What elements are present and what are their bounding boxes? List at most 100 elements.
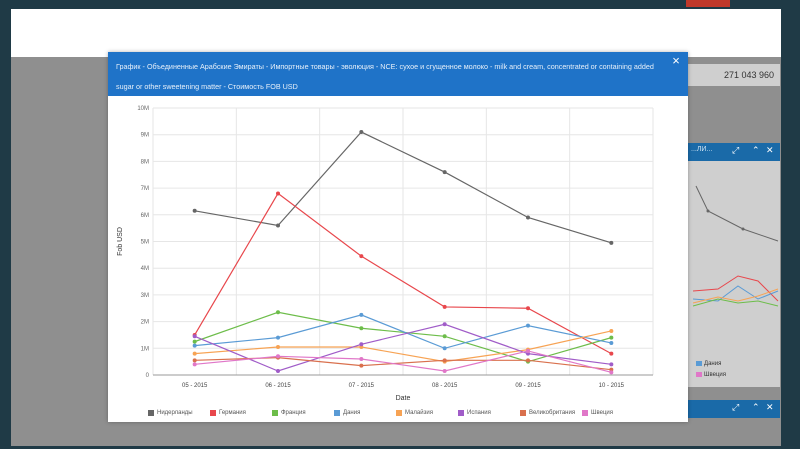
legend-label: Испания <box>467 410 491 416</box>
data-point <box>442 322 447 327</box>
background-widget-header-2: ⤢ ⌃ ✕ <box>688 400 780 418</box>
series-line <box>194 350 612 373</box>
data-point <box>442 304 447 309</box>
data-point <box>192 334 197 339</box>
x-axis-label: Date <box>396 395 411 402</box>
y-tick-label: 2M <box>141 320 149 326</box>
legend-swatch <box>520 410 526 416</box>
data-point <box>609 370 614 375</box>
legend-item[interactable]: Германия <box>210 410 246 417</box>
data-point <box>276 344 280 349</box>
legend-item[interactable]: Дания <box>334 410 360 417</box>
data-point <box>609 240 614 245</box>
series-line <box>194 314 612 349</box>
series-line <box>194 323 612 372</box>
expand-icon[interactable]: ⤢ <box>732 402 740 412</box>
background-total-value: 271 043 960 <box>688 64 780 86</box>
data-point <box>359 130 364 135</box>
data-point <box>526 358 530 363</box>
close-icon[interactable]: × <box>672 53 680 68</box>
legend-swatch <box>210 410 216 416</box>
data-point <box>442 368 447 373</box>
data-point <box>276 223 280 228</box>
data-point <box>442 170 447 175</box>
legend-item[interactable]: Швеция <box>582 410 613 417</box>
background-widget-chart: Дания Швеция <box>688 161 780 387</box>
y-tick-label: 3M <box>141 293 149 299</box>
slide-top-bar <box>0 0 800 8</box>
legend-item[interactable]: Франция <box>272 410 306 417</box>
data-point <box>609 328 614 333</box>
data-point <box>359 363 364 368</box>
data-point <box>526 348 530 353</box>
legend-item[interactable]: Нидерланды <box>148 410 193 417</box>
data-point <box>526 323 530 328</box>
data-point <box>276 191 280 196</box>
data-point <box>276 335 280 340</box>
dialog-header: График - Объединенные Арабские Эмираты -… <box>108 52 688 96</box>
x-tick-label: 08 - 2015 <box>432 383 458 389</box>
legend-swatch <box>272 410 278 416</box>
data-point <box>359 342 364 347</box>
close-icon[interactable]: ✕ <box>766 145 774 155</box>
chart-dialog: График - Объединенные Арабские Эмираты -… <box>108 52 688 422</box>
data-point <box>442 358 447 363</box>
line-chart: 0 1M 2M 3M 4M 5M 6M 7M 8M 9M 10M 05 - 2015 06 - 2015… <box>117 106 654 402</box>
dialog-title: График - Объединенные Арабские Эмираты -… <box>116 62 654 91</box>
close-icon[interactable]: ✕ <box>766 402 774 412</box>
data-point <box>609 340 614 345</box>
legend-label: Швеция <box>591 410 613 416</box>
legend-swatch <box>396 410 402 416</box>
x-tick-label: 05 - 2015 <box>182 383 208 389</box>
data-point <box>276 310 280 315</box>
data-point <box>192 358 197 363</box>
collapse-icon[interactable]: ⌃ <box>752 145 760 155</box>
x-tick-label: 06 - 2015 <box>265 383 291 389</box>
legend-label: Дания <box>343 410 361 416</box>
background-widget-title: ...ЛИ... <box>691 146 713 153</box>
data-point <box>192 351 197 356</box>
series-line <box>194 311 612 363</box>
data-point <box>276 354 280 359</box>
data-point <box>526 306 530 311</box>
legend-swatch <box>148 410 154 416</box>
data-point <box>609 362 614 367</box>
y-tick-label: 8M <box>141 159 149 165</box>
legend-label: Малайзия <box>405 410 433 416</box>
data-point <box>192 362 197 367</box>
data-point <box>359 254 364 259</box>
y-axis-label: Fob USD <box>117 227 124 256</box>
data-point <box>192 339 197 344</box>
data-point <box>276 368 280 373</box>
expand-icon[interactable]: ⤢ <box>732 145 740 155</box>
chart-legend: Нидерланды Германия Франция Дания Малайзия Ис… <box>148 410 668 420</box>
legend-item[interactable]: Великобритания <box>520 410 575 417</box>
legend-label: Великобритания <box>529 410 576 416</box>
data-point <box>359 356 364 361</box>
series-line <box>194 192 612 355</box>
legend-item[interactable]: Испания <box>458 410 491 417</box>
data-point <box>609 351 614 356</box>
legend-swatch <box>582 410 588 416</box>
x-tick-label: 10 - 2015 <box>599 383 625 389</box>
y-tick-label: 1M <box>141 346 149 352</box>
data-point <box>359 312 364 317</box>
data-point <box>442 346 447 351</box>
y-tick-label: 0 <box>146 373 150 379</box>
legend-swatch <box>458 410 464 416</box>
data-point <box>192 343 197 348</box>
y-tick-label: 7M <box>141 186 149 192</box>
legend-label: Франция <box>281 410 306 416</box>
x-tick-label: 09 - 2015 <box>515 383 541 389</box>
data-point <box>526 215 530 220</box>
y-tick-label: 6M <box>141 213 149 219</box>
background-widget-header: ...ЛИ... ⤢ ⌃ ✕ <box>688 143 780 161</box>
legend-item[interactable]: Малайзия <box>396 410 433 417</box>
data-point <box>442 334 447 339</box>
collapse-icon[interactable]: ⌃ <box>752 402 760 412</box>
y-tick-label: 10M <box>137 106 149 112</box>
y-tick-label: 9M <box>141 133 149 139</box>
data-point <box>192 208 197 213</box>
x-tick-label: 07 - 2015 <box>349 383 375 389</box>
background-legend-item: Швеция <box>696 372 726 378</box>
